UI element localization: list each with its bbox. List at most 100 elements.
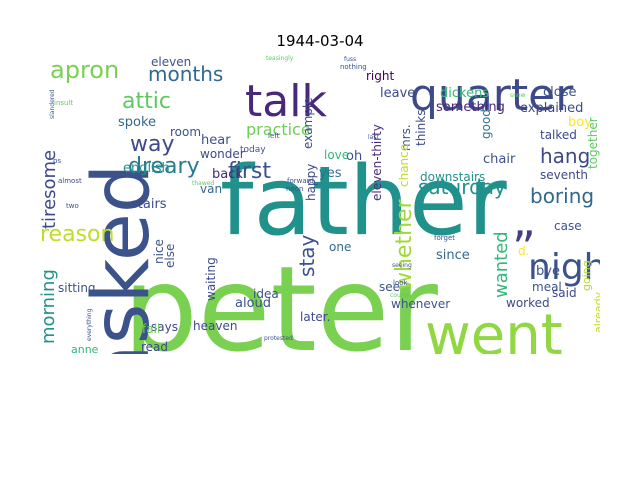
cloud-word: else (163, 244, 177, 268)
cloud-word: way (130, 132, 175, 157)
cloud-word: almost (58, 177, 82, 185)
cloud-word: yes (319, 166, 342, 181)
cloud-word: boring (530, 184, 594, 208)
cloud-word: forward (287, 177, 314, 185)
cloud-word: since (436, 248, 470, 263)
cloud-word: quarter (410, 70, 574, 121)
cloud-word: said (552, 286, 577, 300)
cloud-word: aloud (235, 296, 271, 311)
cloud-word: spoke (118, 115, 156, 130)
cloud-word: insult (54, 99, 73, 107)
cloud-word: stairs (131, 197, 167, 212)
cloud-word: chance (397, 144, 411, 187)
cloud-word: nice (152, 239, 166, 264)
cloud-word: eleven (151, 55, 191, 69)
cloud-word: room (170, 125, 201, 139)
cloud-word: teasingly (266, 55, 294, 62)
cloud-word: two (66, 202, 79, 210)
cloud-word: right (366, 69, 394, 83)
cloud-word: look (393, 279, 409, 287)
cloud-word: thawed (192, 180, 214, 187)
cloud-word: something (436, 100, 505, 115)
cloud-word: fuss (344, 56, 356, 63)
cloud-word: sitting (58, 281, 96, 295)
cloud-word: hang (540, 144, 590, 168)
cloud-word: last (368, 134, 379, 141)
cloud-word: peter (123, 240, 438, 354)
cloud-word: wonder (200, 147, 245, 161)
cloud-word: course (390, 292, 410, 299)
cloud-word: good (479, 109, 493, 139)
cloud-word: back (212, 167, 243, 182)
cloud-word: close (543, 85, 576, 100)
cloud-word: ps (53, 157, 61, 165)
cloud-word: bye (536, 264, 560, 279)
cloud-word: later. (300, 310, 330, 324)
cloud-word: eleven-thirty (370, 124, 384, 201)
cloud-word: father (220, 147, 508, 257)
cloud-word: reason (40, 222, 114, 247)
cloud-word: snow (510, 92, 526, 99)
cloud-word: thinks (414, 110, 428, 146)
cloud-word: dickens (440, 86, 489, 101)
cloud-word: see (379, 280, 400, 294)
cloud-word: oh (346, 149, 362, 164)
cloud-word: went (425, 303, 563, 354)
cloud-word: nothing (340, 63, 367, 71)
cloud-word: whenever (391, 297, 450, 311)
cloud-word: downstairs (420, 170, 485, 184)
cloud-word: already (592, 291, 600, 333)
cloud-word: morning (40, 269, 59, 344)
cloud-word: idea (253, 287, 279, 301)
cloud-word: tiresome (40, 150, 60, 229)
cloud-word: explained (520, 101, 583, 116)
cloud-word: talk (245, 76, 327, 127)
cloud-word: chair (483, 152, 516, 167)
cloud-word: van (200, 182, 222, 196)
cloud-word: seventh (540, 168, 588, 182)
cloud-word: wanted (491, 231, 512, 298)
cloud-word: attic (122, 89, 171, 114)
cloud-word: dreary (128, 154, 200, 179)
cloud-word: night (528, 247, 600, 288)
cloud-word: months (148, 62, 223, 86)
cloud-word: ” (512, 221, 536, 275)
chart-title: 1944-03-04 (276, 32, 364, 50)
cloud-word: fall (142, 322, 160, 336)
cloud-word: example (301, 97, 315, 149)
cloud-word: worked (506, 296, 550, 310)
cloud-word: anne (71, 343, 99, 354)
cloud-word: slandered (49, 89, 56, 119)
cloud-word: everything (86, 308, 93, 341)
cloud-word: d. (518, 244, 529, 258)
cloud-word: english (123, 161, 170, 176)
cloud-word: talked (540, 128, 577, 142)
cloud-word: first (228, 159, 271, 184)
cloud-word: love (324, 148, 349, 162)
cloud-word: apron (50, 56, 119, 84)
cloud-word: waiting (204, 257, 218, 301)
cloud-word: protested (264, 335, 293, 342)
cloud-word: seeing (392, 262, 412, 269)
cloud-word: read (141, 340, 168, 354)
cloud-word: case (554, 219, 582, 233)
cloud-word: forget (434, 234, 455, 242)
cloud-word: french (216, 345, 406, 354)
cloud-word: happy (304, 164, 318, 201)
cloud-word: together (586, 117, 600, 169)
cloud-word: says (151, 320, 178, 334)
cloud-word: one (329, 240, 351, 254)
cloud-word: meal (532, 280, 562, 294)
cloud-word: mrs. (399, 124, 413, 151)
cloud-word: today (240, 145, 266, 155)
cloud-word: boy (568, 115, 592, 130)
cloud-word: practice (246, 120, 311, 139)
cloud-word: left (268, 132, 280, 140)
cloud-word: whether (392, 198, 417, 290)
cloud-word: hear (201, 133, 231, 148)
cloud-word: leave (380, 86, 415, 101)
cloud-word: asked (77, 164, 167, 354)
cloud-word: saturday (418, 175, 506, 199)
cloud-word: going (580, 260, 593, 291)
